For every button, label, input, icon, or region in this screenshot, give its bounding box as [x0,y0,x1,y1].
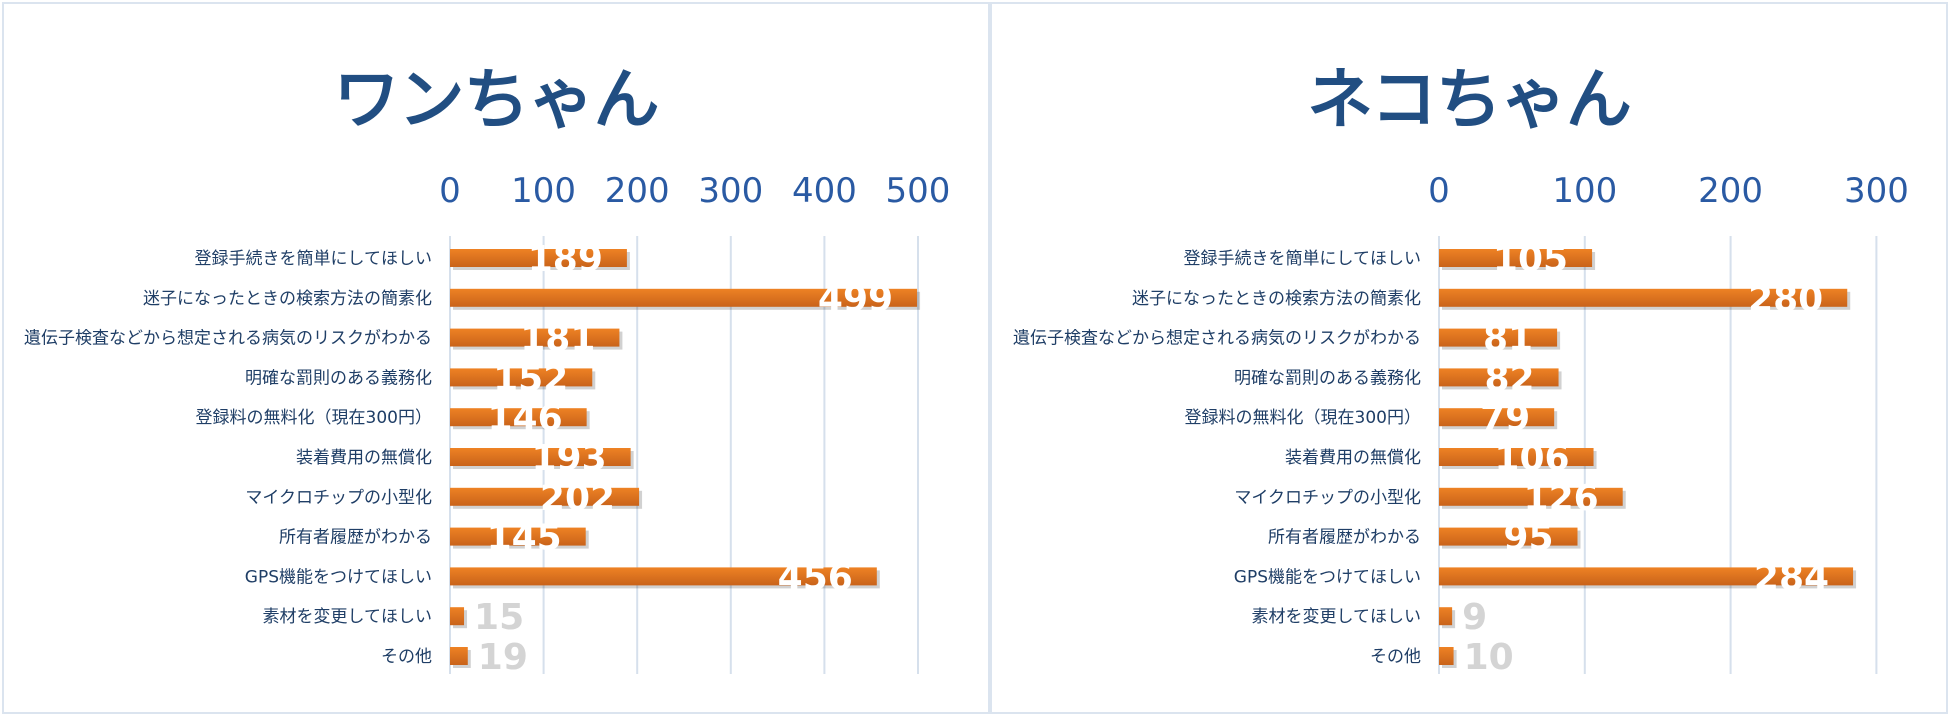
category-label: 所有者履歴がわかる [279,528,432,548]
bar-cat [1439,647,1454,665]
category-label: 迷子になったときの検索方法の簡素化 [143,289,432,309]
category-label: マイクロチップの小型化 [1234,488,1421,508]
bar-dog [450,527,586,546]
category-label: 素材を変更してほしい [1252,607,1422,627]
bar-dog [450,249,627,267]
bar-dog [450,448,631,466]
x-tick-label: 200 [1698,171,1763,211]
data-label: 202 [540,478,615,519]
data-label: 146 [487,398,562,439]
data-label: 284 [1754,557,1829,598]
category-label: GPS機能をつけてほしい [1234,567,1421,587]
bar-cat [1439,567,1854,586]
category-label: 素材を変更してほしい [263,607,433,627]
data-label: 9 [1462,597,1487,638]
bar-cat [1439,527,1578,546]
data-label: 145 [487,518,562,559]
category-label: 登録手続きを簡単にしてほしい [1184,249,1422,269]
category-label: 登録手続きを簡単にしてほしい [195,249,433,269]
data-label: 19 [478,637,528,678]
cat-chart-panel: ネコちゃん 0 100 200 300 登録手続きを簡単にしてほしい 105 迷子になったと… [990,2,1948,714]
bar-dog [450,288,918,307]
category-label: 遺伝子検査などから想定される病気のリスクがわかる [1013,329,1421,349]
category-label: 明確な罰則のある義務化 [1234,368,1421,388]
bar-dog [450,487,640,506]
category-label: GPS機能をつけてほしい [245,567,432,587]
data-label: 79 [1480,398,1530,439]
x-tick-label: 200 [605,171,670,211]
category-label: 登録料の無料化（現在300円） [196,408,432,428]
bar-dog [450,408,587,427]
data-label: 95 [1503,518,1553,559]
x-tick-label: 300 [698,171,763,211]
dog-bar-chart: 0 100 200 300 400 500 登録手続きを簡単にしてほしい 189 迷子になったと… [24,171,951,678]
x-tick-label: 300 [1844,171,1909,211]
data-label: 15 [474,597,524,638]
category-label: 迷子になったときの検索方法の簡素化 [1132,289,1421,309]
category-label: その他 [1370,647,1421,667]
category-label: マイクロチップの小型化 [245,488,432,508]
chart-title-dog: ワンちゃん [333,61,660,138]
bar-cat [1439,249,1593,267]
bar-dog [450,607,465,626]
data-label: 81 [1483,319,1533,360]
bar-cat [1439,368,1559,387]
category-label: 明確な罰則のある義務化 [245,368,432,388]
data-label: 499 [818,279,893,320]
dog-chart-panel: ワンちゃん 0 100 200 300 400 500 登録手続きを簡単にしてほしい 189 迷… [2,2,990,714]
x-tick-label: 100 [511,171,576,211]
data-label: 189 [528,239,603,280]
bar-cat [1439,448,1594,466]
category-label: 遺伝子検査などから想定される病気のリスクがわかる [24,329,432,349]
data-label: 193 [531,438,606,479]
data-label: 280 [1748,279,1823,320]
category-label: 装着費用の無償化 [296,448,432,468]
category-label: 所有者履歴がわかる [1268,528,1421,548]
x-tick-label: 400 [792,171,857,211]
x-tick-label: 0 [439,171,461,211]
category-label: 装着費用の無償化 [1285,448,1421,468]
data-label: 106 [1494,438,1569,479]
bar-cat [1439,288,1848,307]
category-label: 登録料の無料化（現在300円） [1185,408,1421,428]
bar-cat [1439,487,1623,506]
bar-dog [450,328,620,347]
data-label: 10 [1464,637,1514,678]
bar-cat [1439,408,1555,427]
bar-dog [450,567,877,586]
cat-bar-chart: 0 100 200 300 登録手続きを簡単にしてほしい 105 迷子になったときの検索方法… [1013,171,1909,678]
data-label: 82 [1484,358,1534,399]
bar-cat [1439,607,1453,626]
data-label: 456 [778,557,853,598]
data-label: 181 [520,319,595,360]
data-label: 152 [493,358,568,399]
data-label: 105 [1493,239,1568,280]
x-tick-label: 0 [1428,171,1450,211]
chart-title-cat: ネコちゃん [1307,61,1632,138]
data-label: 126 [1524,478,1599,519]
bar-dog [450,647,468,665]
x-tick-label: 500 [886,171,951,211]
bar-cat [1439,328,1558,347]
bar-dog [450,368,593,387]
category-label: その他 [381,647,432,667]
x-tick-label: 100 [1552,171,1617,211]
